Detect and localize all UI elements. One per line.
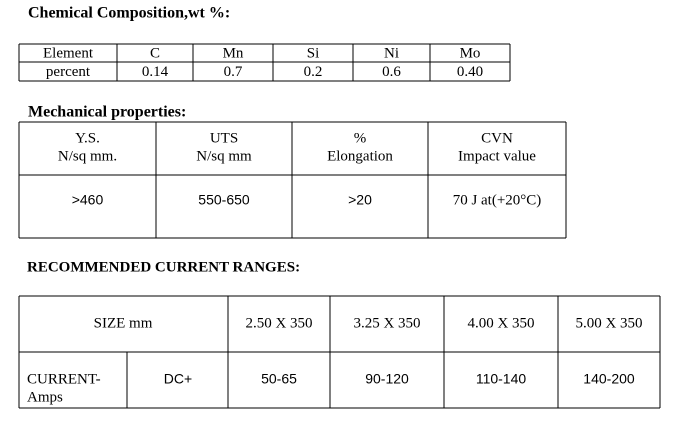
section-title: RECOMMENDED CURRENT RANGES:: [27, 259, 300, 275]
table-cell: percent: [46, 64, 91, 80]
table-cell: 0.2: [304, 64, 323, 80]
header-cell: 3.25 X 350: [353, 315, 420, 331]
header-cell: %: [354, 130, 367, 146]
table-cell: Mo: [460, 45, 481, 61]
header-cell: N/sq mm: [196, 148, 252, 164]
table-cell: 70 J at(+20°C): [453, 192, 542, 208]
table-cell: >20: [348, 192, 372, 208]
row-label: CURRENT-: [27, 371, 101, 387]
table-cell: C: [150, 45, 160, 61]
row-label: Amps: [27, 389, 63, 405]
table-cell: 0.40: [457, 64, 483, 80]
table-cell: 550-650: [198, 192, 250, 208]
header-cell: Impact value: [458, 148, 536, 164]
table-cell: Element: [43, 45, 94, 61]
header-cell: UTS: [210, 130, 238, 146]
header-cell: Elongation: [327, 148, 393, 164]
table-cell: DC+: [164, 371, 192, 387]
table-cell: Mn: [223, 45, 244, 61]
section-title: Mechanical properties:: [28, 104, 186, 121]
table-cell: 50-65: [261, 371, 297, 387]
table-cell: 90-120: [365, 371, 409, 387]
header-cell: CVN: [481, 130, 513, 146]
table-cell: 0.7: [224, 64, 243, 80]
header-cell: 5.00 X 350: [575, 315, 642, 331]
header-cell: N/sq mm.: [58, 148, 117, 164]
table-cell: Ni: [384, 45, 399, 61]
header-cell: 2.50 X 350: [245, 315, 312, 331]
mechanical-table: Y.S. N/sq mm. UTS N/sq mm% Elongation CVN Impa…: [18, 121, 567, 239]
table-cell: 110-140: [476, 371, 527, 387]
composition-table: Element C Mn Si Ni Mo percent 0.14 0.7 0.2 0.6 0.40: [18, 43, 511, 82]
section-title: Chemical Composition,wt %:: [28, 5, 230, 22]
table-cell: 0.14: [142, 64, 169, 80]
header-cell: Y.S.: [75, 130, 100, 146]
header-cell: SIZE mm: [94, 315, 153, 331]
current-table: SIZE mm 2.50 X 350 3.25 X 350 4.00 X 350 5.0…: [18, 295, 661, 409]
table-cell: 0.6: [382, 64, 401, 80]
header-cell: 4.00 X 350: [467, 315, 534, 331]
table-cell: 140-200: [583, 371, 635, 387]
table-cell: Si: [307, 45, 320, 61]
table-cell: >460: [72, 192, 104, 208]
